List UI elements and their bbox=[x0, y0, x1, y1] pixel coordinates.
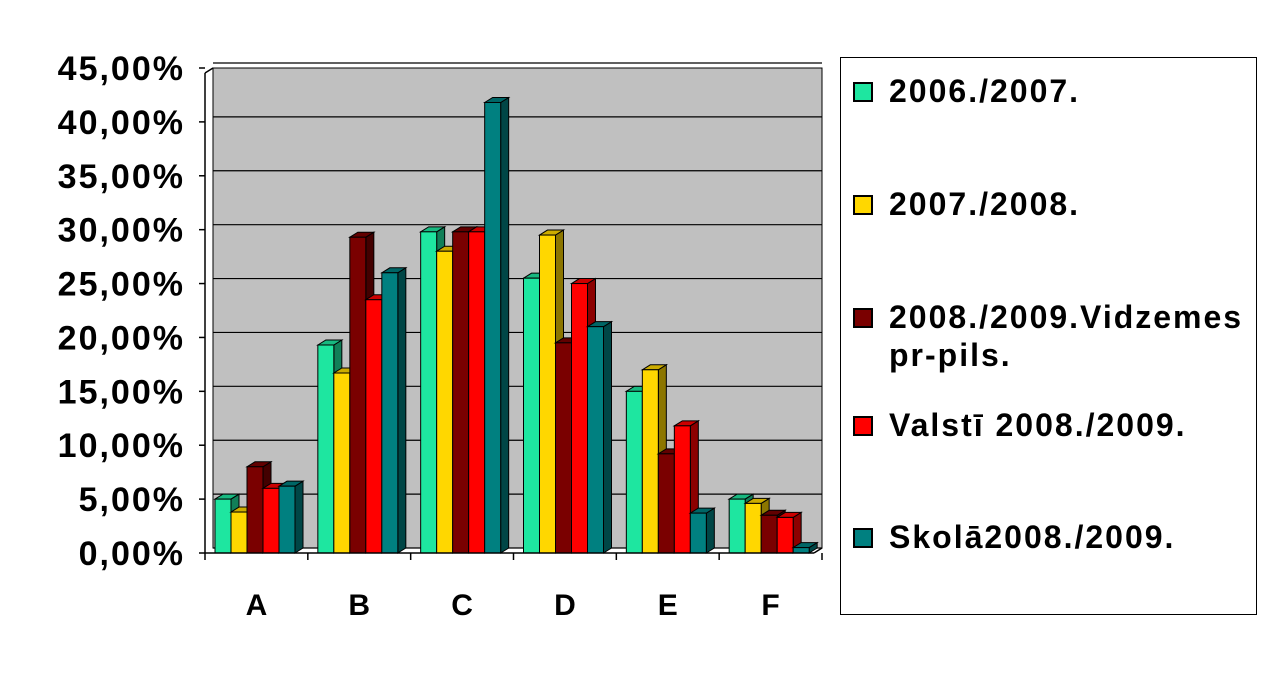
bar bbox=[380, 266, 408, 554]
y-tick-label: 10,00% bbox=[58, 427, 185, 465]
legend-label: Valstī 2008./2009. bbox=[889, 407, 1187, 443]
y-tick-label: 0,00% bbox=[79, 535, 185, 573]
bar bbox=[482, 96, 511, 554]
legend-item: Skolā2008./2009. bbox=[853, 518, 1249, 556]
y-tick-label: 30,00% bbox=[58, 212, 185, 250]
legend-label: 2006./2007. bbox=[889, 73, 1081, 109]
x-category-label: C bbox=[451, 589, 473, 622]
legend-label: Skolā2008./2009. bbox=[889, 519, 1176, 555]
legend: 2006./2007. 2007./2008. 2008./2009.Vidze… bbox=[840, 57, 1257, 615]
legend-swatch bbox=[853, 195, 873, 215]
y-axis-depth-line bbox=[204, 67, 214, 74]
x-category-label: E bbox=[658, 589, 678, 622]
legend-swatch bbox=[853, 308, 873, 328]
x-axis-category-labels: A B C D E F bbox=[246, 589, 780, 622]
bar bbox=[672, 419, 701, 554]
x-category-label: B bbox=[348, 589, 370, 622]
y-tick-label: 45,00% bbox=[58, 50, 185, 88]
bar bbox=[791, 541, 819, 554]
x-category-label: D bbox=[554, 589, 576, 622]
bar bbox=[585, 320, 614, 554]
legend-swatch bbox=[853, 416, 873, 436]
y-tick-label: 40,00% bbox=[58, 104, 185, 142]
bar bbox=[277, 480, 305, 554]
gridlines bbox=[199, 62, 822, 554]
legend-swatch bbox=[853, 528, 873, 548]
x-category-label: F bbox=[761, 589, 779, 622]
y-tick-label: 20,00% bbox=[58, 319, 185, 357]
x-axis-depth-line bbox=[813, 547, 823, 554]
legend-item: 2007./2008. bbox=[853, 185, 1249, 223]
y-tick-label: 25,00% bbox=[58, 266, 185, 304]
legend-label: 2008./2009.Vidzemes pr-pils. bbox=[889, 299, 1244, 373]
legend-item: Valstī 2008./2009. bbox=[853, 406, 1249, 444]
bar bbox=[688, 507, 717, 554]
y-tick-label: 5,00% bbox=[79, 481, 185, 519]
bars bbox=[213, 96, 819, 554]
axes bbox=[204, 67, 823, 560]
legend-label: 2007./2008. bbox=[889, 186, 1081, 222]
legend-item: 2006./2007. bbox=[853, 72, 1249, 110]
y-tick-label: 15,00% bbox=[58, 373, 185, 411]
legend-item: 2008./2009.Vidzemes pr-pils. bbox=[853, 298, 1249, 374]
y-tick-label: 35,00% bbox=[58, 158, 185, 196]
legend-swatch bbox=[853, 82, 873, 102]
plot-area bbox=[212, 67, 823, 549]
x-category-label: A bbox=[246, 589, 268, 622]
y-axis-tick-labels: 0,00% 5,00% 10,00% 15,00% 20,00% 25,00% 30,00%… bbox=[58, 50, 185, 573]
